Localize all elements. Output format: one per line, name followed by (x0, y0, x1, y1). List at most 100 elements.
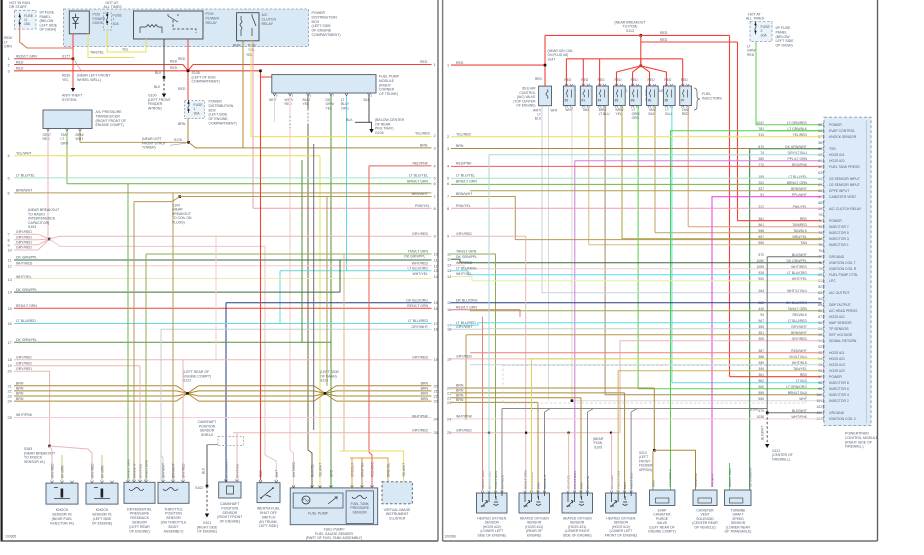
svg-text:24: 24 (434, 418, 438, 422)
svg-text:DPFE INPUT: DPFE INPUT (829, 189, 849, 193)
svg-text:55: 55 (818, 123, 822, 127)
svg-text:8: 8 (434, 207, 436, 211)
svg-text:14: 14 (8, 291, 12, 295)
svg-text:INJECTOR #4): INJECTOR #4) (50, 521, 73, 525)
svg-text:HO2S #21: HO2S #21 (829, 357, 845, 361)
svg-text:FUEL TANK PRESS: FUEL TANK PRESS (829, 165, 860, 169)
svg-text:BRN/WHT: BRN/WHT (791, 187, 807, 191)
svg-text:BRN: BRN (456, 394, 464, 398)
svg-text:WHT: WHT (565, 108, 573, 112)
svg-text:15: 15 (434, 301, 438, 305)
svg-text:62: 62 (818, 165, 822, 169)
svg-text:WHT/LT BLU: WHT/LT BLU (787, 289, 807, 293)
svg-text:DISTRIBUTION: DISTRIBUTION (312, 15, 338, 19)
svg-text:(LEFT REAR OF: (LEFT REAR OF (649, 525, 674, 529)
svg-text:RED: RED (16, 61, 24, 65)
svg-text:TAN/RED: TAN/RED (792, 223, 807, 227)
svg-text:222: 222 (758, 205, 764, 209)
svg-text:TAN/YEL: TAN/YEL (793, 367, 807, 371)
svg-text:WHT/PNK: WHT/PNK (412, 415, 429, 419)
svg-text:TP SENSOR: TP SENSOR (829, 327, 849, 331)
svg-text:WHT: WHT (275, 470, 279, 477)
svg-text:30A: 30A (761, 33, 768, 37)
svg-text:DISTRIBUTION: DISTRIBUTION (209, 104, 234, 108)
svg-text:(LEFT SIDE: (LEFT SIDE (312, 24, 332, 28)
svg-text:BRN/YEL: BRN/YEL (792, 235, 807, 239)
svg-text:19: 19 (8, 364, 12, 368)
svg-text:7: 7 (333, 94, 335, 98)
svg-text:DK GRN/WHT: DK GRN/WHT (785, 145, 807, 149)
svg-text:DK BLU/ORG: DK BLU/ORG (406, 298, 428, 302)
svg-text:(RIGHT SIDE OF: (RIGHT SIDE OF (845, 440, 872, 444)
svg-text:OF VEHICLE): OF VEHICLE) (694, 525, 715, 529)
svg-text:RED: RED (682, 112, 690, 116)
svg-text:LT: LT (747, 45, 751, 49)
svg-text:O2 SENSOR INPUT: O2 SENSOR INPUT (829, 177, 860, 181)
svg-text:OF ENGINE: OF ENGINE (312, 29, 332, 33)
svg-text:900: 900 (758, 277, 764, 281)
svg-text:GRY/RED: GRY/RED (51, 463, 55, 478)
svg-text:S113: S113 (626, 29, 634, 33)
svg-text:TAN/LT GRN: TAN/LT GRN (456, 250, 477, 254)
svg-text:RED/BLK: RED/BLK (792, 313, 807, 317)
svg-text:(REAR OF: (REAR OF (526, 529, 542, 533)
svg-text:A/C: A/C (262, 13, 268, 17)
svg-text:(LOWER LEFT: (LOWER LEFT (610, 529, 633, 533)
svg-text:S100: S100 (750, 408, 758, 412)
svg-text:15: 15 (8, 307, 12, 311)
svg-text:HO2S #21: HO2S #21 (829, 315, 845, 319)
svg-text:PRESSURE: PRESSURE (130, 512, 150, 516)
svg-text:CLUSTER: CLUSTER (389, 517, 406, 521)
svg-text:SENSOR: SENSOR (527, 521, 542, 525)
svg-text:#2: #2 (565, 99, 569, 103)
svg-text:RED: RED (43, 137, 51, 141)
svg-text:102: 102 (816, 405, 822, 409)
svg-text:25: 25 (434, 431, 438, 435)
svg-text:13: 13 (434, 269, 438, 273)
svg-text:BRN/: BRN/ (616, 108, 624, 112)
svg-text:ENGINE): ENGINE) (527, 533, 541, 537)
svg-text:S122: S122 (183, 379, 191, 383)
svg-text:LT: LT (632, 108, 636, 112)
svg-text:361: 361 (758, 217, 764, 221)
svg-text:FIREWALL): FIREWALL) (845, 445, 864, 449)
svg-text:84: 84 (818, 297, 822, 301)
svg-text:BLK: BLK (154, 85, 161, 89)
svg-text:S183: S183 (24, 447, 32, 451)
svg-text:DK GRN/YEL: DK GRN/YEL (16, 338, 37, 342)
svg-text:BLU/: BLU/ (341, 102, 349, 106)
svg-text:DK GRN/PPL: DK GRN/PPL (786, 259, 807, 263)
svg-text:BRN: BRN (456, 398, 464, 402)
svg-text:#8: #8 (631, 99, 635, 103)
svg-text:GRY/RED: GRY/RED (236, 463, 240, 478)
svg-text:IAC OUTPUT: IAC OUTPUT (829, 291, 850, 295)
svg-text:G100: G100 (148, 94, 157, 98)
svg-text:11: 11 (447, 258, 451, 262)
svg-text:GRY/RED: GRY/RED (16, 361, 32, 365)
svg-text:22: 22 (8, 389, 12, 393)
svg-text:4: 4 (447, 164, 449, 168)
svg-text:BRN: BRN (421, 397, 429, 401)
svg-text:BRN: BRN (537, 482, 541, 489)
svg-text:0: 0 (310, 94, 312, 98)
svg-text:GRN/: GRN/ (326, 102, 335, 106)
svg-text:TOWER): TOWER) (142, 146, 156, 150)
svg-text:WHT: WHT (76, 137, 84, 141)
svg-text:ALL TIMES: ALL TIMES (104, 5, 123, 9)
svg-text:WHT/YEL: WHT/YEL (456, 272, 472, 276)
svg-text:570: 570 (758, 253, 764, 257)
svg-text:RED/LT GRN: RED/LT GRN (16, 304, 37, 308)
svg-text:GRY/RED: GRY/RED (16, 246, 32, 250)
svg-text:TAN/LT GRN: TAN/LT GRN (145, 460, 149, 478)
svg-text:POWERTRAIN: POWERTRAIN (845, 432, 869, 436)
svg-text:9: 9 (447, 235, 449, 239)
svg-text:PRESSURE: PRESSURE (350, 506, 369, 510)
svg-text:TAN: TAN (582, 108, 589, 112)
svg-text:YEL/RED: YEL/RED (456, 132, 471, 136)
svg-text:SENSOR #2: SENSOR #2 (52, 513, 72, 517)
svg-text:GRY/: GRY/ (43, 133, 51, 137)
svg-text:FUEL: FUEL (702, 92, 711, 96)
svg-text:387: 387 (758, 349, 764, 353)
svg-text:LT BLU: LT BLU (599, 112, 610, 116)
svg-text:TO RADIO: TO RADIO (28, 212, 45, 216)
